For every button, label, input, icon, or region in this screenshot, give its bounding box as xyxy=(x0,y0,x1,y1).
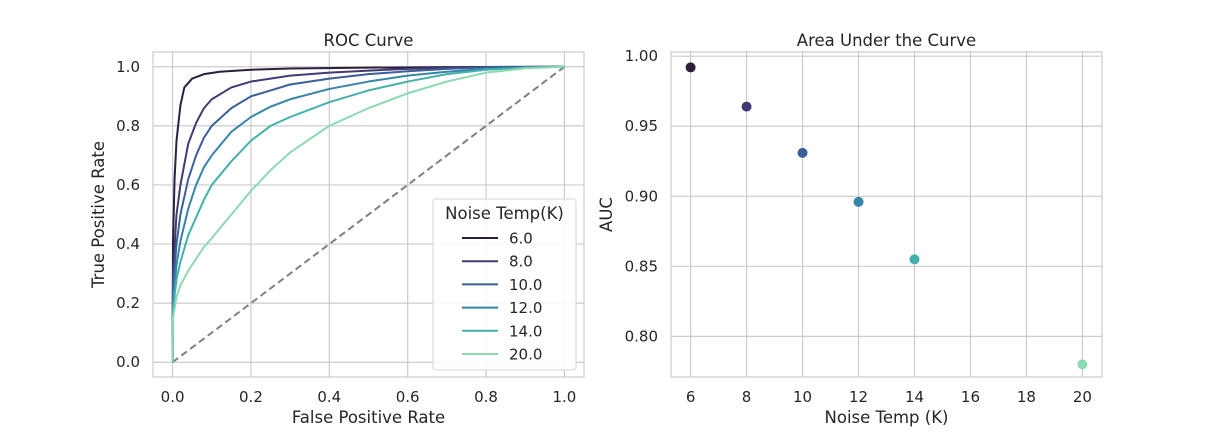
roc-y-tick-label: 1.0 xyxy=(116,58,140,76)
auc-x-axis-label: Noise Temp (K) xyxy=(825,408,949,427)
roc-ticks: 0.0 0.2 0.4 0.6 0.8 1.0 0.0 0.2 0.4 0.6 0.8 1.0 xyxy=(116,58,576,406)
roc-chance-line xyxy=(171,65,566,364)
auc-x-tick-label: 10 xyxy=(793,388,812,406)
roc-y-tick-label: 0.4 xyxy=(116,235,140,253)
roc-y-tick-label: 0.2 xyxy=(116,294,140,312)
auc-x-tick-label: 20 xyxy=(1073,388,1092,406)
auc-point-14 xyxy=(909,254,920,265)
roc-series-line-10-0 xyxy=(171,65,565,363)
roc-x-tick-label: 0.0 xyxy=(161,388,185,406)
auc-x-tick-label: 8 xyxy=(742,388,752,406)
auc-y-tick-label: 1.00 xyxy=(625,47,658,65)
roc-y-tick-label: 0.8 xyxy=(116,117,140,135)
auc-x-tick-label: 14 xyxy=(905,388,924,406)
auc-x-tick-label: 6 xyxy=(686,388,696,406)
roc-grid xyxy=(153,52,584,377)
legend-label: 10.0 xyxy=(509,276,542,294)
roc-x-tick-label: 0.2 xyxy=(239,388,263,406)
roc-series-line-8-0 xyxy=(171,65,565,363)
auc-y-axis-label: AUC xyxy=(597,197,616,232)
auc-point-8 xyxy=(741,101,752,112)
roc-frame xyxy=(152,51,585,378)
auc-points xyxy=(685,62,1088,370)
auc-y-tick-label: 0.80 xyxy=(625,327,658,345)
legend-items: 6.0 8.0 10.0 12.0 14.0 20.0 xyxy=(462,230,542,364)
roc-panel: 0.0 0.2 0.4 0.6 0.8 1.0 0.0 0.2 0.4 0.6 0.8 1.0 ROC… xyxy=(89,31,585,427)
roc-x-axis-label: False Positive Rate xyxy=(292,408,445,427)
auc-point-6 xyxy=(685,62,696,73)
auc-y-tick-label: 0.85 xyxy=(625,257,658,275)
auc-point-12 xyxy=(853,196,864,207)
auc-plot-area xyxy=(671,52,1102,377)
auc-ticks: 6 8 10 12 14 16 18 20 0.80 0.85 0.90 0.95 1.00 xyxy=(625,47,1092,406)
auc-point-10 xyxy=(797,147,808,158)
legend-label: 20.0 xyxy=(509,346,542,364)
roc-y-tick-label: 0.0 xyxy=(116,353,140,371)
roc-series-line-12-0 xyxy=(171,65,565,363)
roc-y-axis-label: True Positive Rate xyxy=(89,141,108,289)
roc-series-line-20-0 xyxy=(171,65,565,363)
roc-lines xyxy=(171,65,566,364)
roc-legend: Noise Temp(K) 6.0 8.0 10.0 12.0 14.0 20.0 xyxy=(432,198,577,371)
auc-x-tick-label: 18 xyxy=(1017,388,1036,406)
legend-title: Noise Temp(K) xyxy=(445,204,564,223)
roc-title: ROC Curve xyxy=(324,31,414,50)
auc-y-tick-label: 0.90 xyxy=(625,187,658,205)
roc-y-tick-label: 0.6 xyxy=(116,176,140,194)
legend-label: 14.0 xyxy=(509,322,542,340)
roc-x-tick-label: 0.6 xyxy=(396,388,420,406)
roc-x-tick-label: 1.0 xyxy=(552,388,576,406)
legend-label: 12.0 xyxy=(509,299,542,317)
auc-title: Area Under the Curve xyxy=(797,31,976,50)
roc-series-line-14-0 xyxy=(171,65,565,363)
auc-y-tick-label: 0.95 xyxy=(625,117,658,135)
legend-label: 8.0 xyxy=(509,253,533,271)
roc-series-line-6-0 xyxy=(171,65,565,363)
legend-label: 6.0 xyxy=(509,230,533,248)
roc-x-tick-label: 0.8 xyxy=(474,388,498,406)
auc-point-20 xyxy=(1077,359,1088,370)
auc-x-tick-label: 12 xyxy=(849,388,868,406)
auc-panel: 6 8 10 12 14 16 18 20 0.80 0.85 0.90 0.95 1.00 Area … xyxy=(597,31,1103,427)
legend-box xyxy=(432,198,577,371)
auc-frame xyxy=(670,51,1103,378)
auc-x-tick-label: 16 xyxy=(961,388,980,406)
roc-x-tick-label: 0.4 xyxy=(317,388,341,406)
